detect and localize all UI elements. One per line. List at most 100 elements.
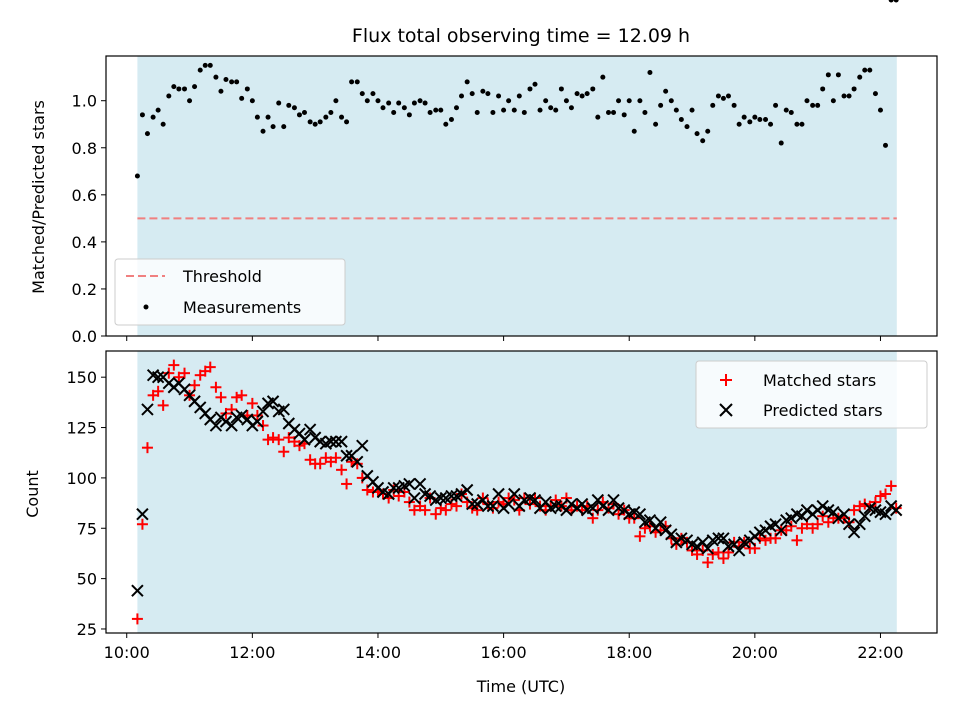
measurement-point bbox=[496, 93, 502, 99]
legend-measurements-label: Measurements bbox=[183, 298, 301, 317]
matched-star-point bbox=[210, 381, 222, 393]
measurement-point bbox=[166, 93, 172, 99]
matched-star-point bbox=[670, 538, 682, 550]
measurement-point bbox=[160, 121, 166, 127]
matched-star-point bbox=[869, 496, 881, 508]
measurement-point bbox=[182, 86, 188, 92]
predicted-star-point bbox=[486, 499, 500, 513]
matched-star-point bbox=[879, 488, 891, 500]
measurement-point bbox=[835, 72, 841, 78]
measurement-point bbox=[197, 67, 203, 73]
matched-star-point bbox=[493, 496, 505, 508]
predicted-star-point bbox=[219, 415, 233, 428]
y-tick-label-bottom: 150 bbox=[66, 368, 97, 387]
matched-star-point bbox=[712, 546, 724, 558]
axes-frame-bottom bbox=[105, 350, 938, 634]
matched-star-point bbox=[508, 494, 520, 506]
matched-star-point bbox=[874, 490, 886, 502]
measurement-point bbox=[317, 119, 323, 125]
predicted-star-point bbox=[335, 435, 348, 448]
matched-star-point bbox=[204, 361, 216, 373]
x-tick-label: 20:00 bbox=[732, 643, 778, 662]
x-ticks-top bbox=[126, 336, 881, 341]
predicted-star-point bbox=[712, 532, 725, 545]
measurement-point bbox=[841, 93, 847, 99]
measurement-point bbox=[694, 131, 700, 137]
predicted-star-point bbox=[445, 489, 458, 503]
predicted-star-point bbox=[251, 415, 264, 428]
matched-star-point bbox=[273, 434, 285, 446]
matched-star-point bbox=[534, 500, 546, 512]
matched-star-point bbox=[377, 488, 389, 500]
measurement-point bbox=[296, 112, 302, 118]
measurement-point bbox=[427, 109, 433, 115]
predicted-star-point bbox=[717, 532, 730, 545]
measurement-point bbox=[794, 121, 800, 127]
measurement-point bbox=[642, 109, 648, 115]
measurement-point bbox=[611, 109, 617, 115]
predicted-star-point bbox=[633, 507, 647, 521]
predicted-star-point bbox=[837, 507, 851, 521]
measurement-point bbox=[637, 98, 643, 104]
predicted-star-point bbox=[508, 487, 521, 501]
predicted-star-point bbox=[465, 497, 479, 511]
predicted-star-point bbox=[602, 503, 615, 517]
predicted-stars-points bbox=[131, 368, 903, 597]
measurement-point bbox=[459, 93, 465, 99]
predicted-star-point bbox=[460, 483, 474, 497]
measurement-point bbox=[846, 93, 852, 99]
matched-star-point bbox=[430, 508, 442, 520]
measurement-point bbox=[663, 88, 669, 94]
measurement-point bbox=[725, 93, 731, 99]
measurement-point bbox=[155, 107, 161, 113]
measurement-point bbox=[333, 98, 339, 104]
measurement-point bbox=[521, 109, 527, 115]
measurement-point bbox=[291, 105, 297, 111]
measurement-point bbox=[328, 109, 334, 115]
measurement-point bbox=[485, 91, 491, 97]
matched-star-point bbox=[314, 458, 326, 470]
measurement-point bbox=[720, 95, 726, 101]
measurement-point bbox=[584, 91, 590, 97]
x-tick-label: 10:00 bbox=[104, 643, 150, 662]
measurement-point bbox=[349, 79, 355, 85]
y-tick-label-bottom: 125 bbox=[66, 419, 97, 438]
measurement-point bbox=[171, 84, 177, 90]
y-tick-label-bottom: 100 bbox=[66, 469, 97, 488]
matched-star-point bbox=[231, 391, 243, 403]
measurement-point bbox=[804, 98, 810, 104]
measurement-point bbox=[527, 86, 533, 92]
y-tick-label-top: 0.8 bbox=[72, 139, 97, 158]
measurement-point bbox=[223, 77, 229, 83]
measurement-point bbox=[668, 98, 674, 104]
matched-star-point bbox=[262, 434, 274, 446]
measurement-point bbox=[244, 86, 250, 92]
predicted-star-point bbox=[889, 503, 903, 517]
measurement-point bbox=[192, 84, 198, 90]
predicted-star-point bbox=[266, 395, 280, 408]
predicted-star-point bbox=[832, 511, 845, 525]
predicted-star-point bbox=[800, 503, 814, 517]
measurement-point bbox=[281, 124, 287, 130]
predicted-star-point bbox=[356, 439, 369, 452]
measurement-point bbox=[757, 117, 763, 123]
predicted-star-point bbox=[298, 433, 311, 446]
predicted-star-point bbox=[549, 499, 562, 513]
measurement-point bbox=[752, 114, 758, 120]
measurement-point bbox=[501, 107, 507, 113]
matched-star-point bbox=[131, 613, 143, 625]
predicted-star-point bbox=[277, 403, 290, 416]
predicted-star-point bbox=[324, 435, 338, 448]
measurement-point bbox=[339, 114, 345, 120]
matched-star-point bbox=[257, 420, 269, 432]
matched-star-point bbox=[346, 456, 358, 468]
measurement-point bbox=[417, 98, 423, 104]
y-tick-label-bottom: 25 bbox=[77, 620, 97, 639]
measurement-point bbox=[882, 142, 888, 148]
matched-star-point bbox=[189, 379, 201, 391]
legend-matched-label: Matched stars bbox=[763, 371, 876, 390]
measurement-point bbox=[710, 102, 716, 108]
count-panel: 25 50 75 100 125 150 10:00 12:00 14:00 16:00 18:0… bbox=[23, 350, 938, 696]
measurement-point bbox=[364, 98, 370, 104]
